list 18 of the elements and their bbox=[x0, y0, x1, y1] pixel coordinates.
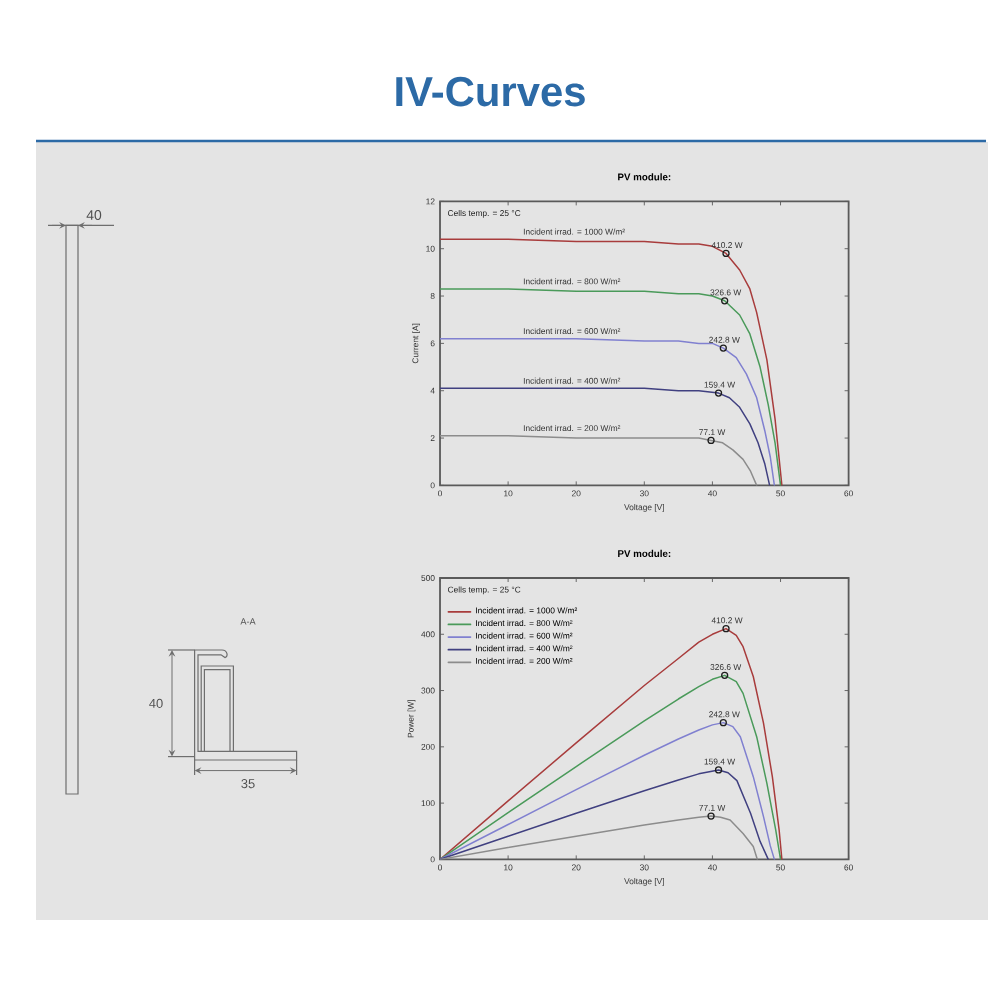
text: IV-Curves bbox=[396, 76, 585, 107]
point bbox=[721, 297, 729, 305]
line-series bbox=[440, 238, 783, 486]
point bbox=[722, 625, 730, 633]
point bbox=[722, 249, 730, 258]
line-series bbox=[440, 627, 783, 860]
line-series bbox=[440, 721, 776, 860]
point bbox=[707, 812, 715, 820]
point bbox=[721, 671, 729, 680]
line-series bbox=[440, 815, 759, 860]
line-series bbox=[440, 288, 782, 486]
point bbox=[714, 389, 723, 397]
point bbox=[707, 436, 715, 445]
point bbox=[714, 766, 723, 774]
line-series bbox=[440, 674, 782, 860]
line-series bbox=[440, 769, 770, 860]
point bbox=[719, 344, 727, 352]
point bbox=[719, 718, 727, 727]
